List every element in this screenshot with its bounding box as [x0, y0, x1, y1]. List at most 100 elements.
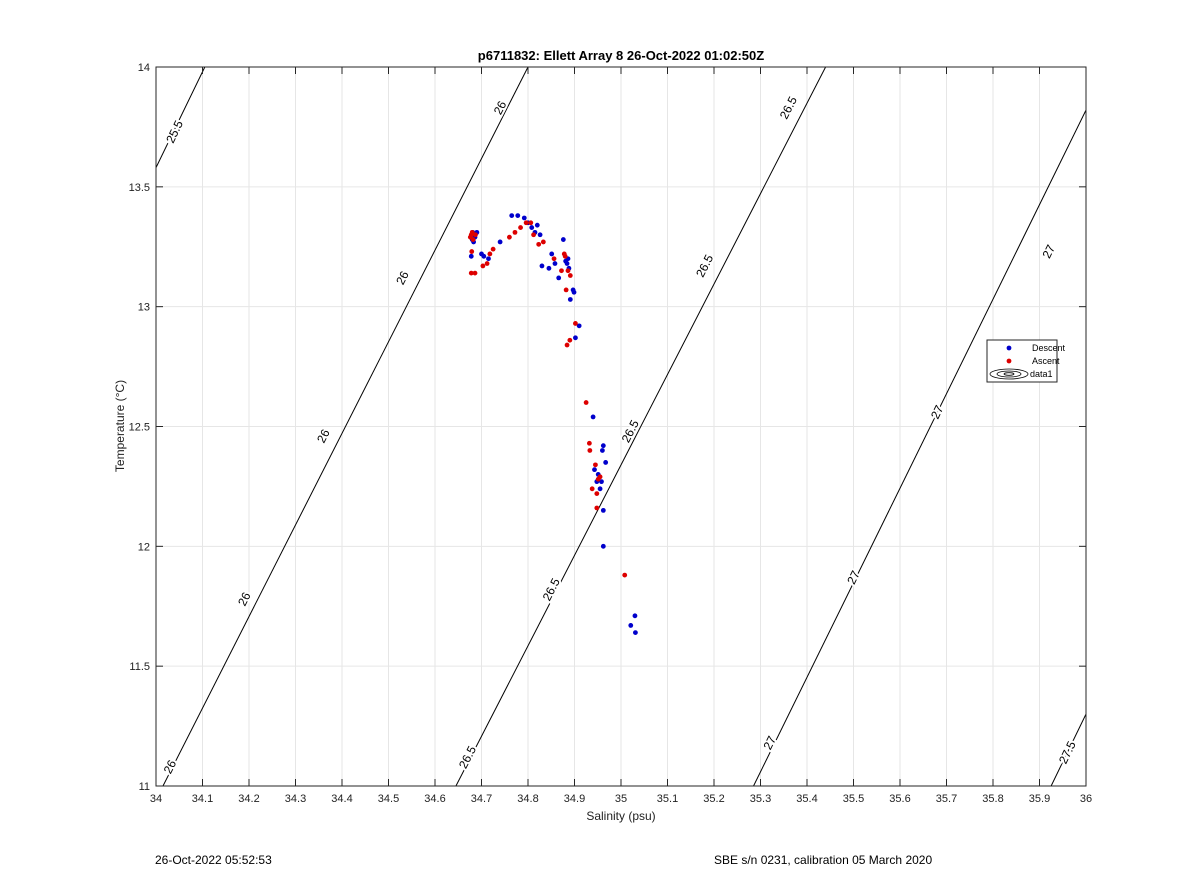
legend-label: Ascent	[1032, 356, 1060, 366]
contour-label: 26	[235, 590, 254, 609]
contour-label: 27	[761, 733, 780, 751]
descent-point	[592, 467, 597, 473]
x-tick-label: 35.9	[1029, 793, 1050, 805]
legend: Descent Ascent data1	[986, 339, 1066, 383]
descent-point	[556, 275, 562, 281]
ascent-point	[480, 263, 486, 269]
descent-point	[509, 213, 515, 218]
ascent-point	[567, 273, 573, 278]
ascent-point	[559, 268, 564, 274]
descent-point	[600, 443, 606, 449]
contour-legend-icon	[996, 370, 1022, 378]
descent-point	[600, 543, 606, 549]
ascent-point	[593, 462, 598, 468]
x-tick-label: 34	[150, 793, 162, 805]
ascent-point	[531, 232, 536, 238]
x-tick-label: 35	[615, 793, 627, 805]
x-tick-label: 36	[1080, 793, 1092, 805]
x-axis-label: Salinity (psu)	[586, 809, 655, 823]
ascent-point	[589, 486, 595, 492]
x-tick-label: 35.1	[657, 793, 678, 805]
x-tick-label: 34.3	[285, 793, 306, 805]
legend-entry-data1: data1	[989, 368, 1053, 380]
x-tick-label: 35.8	[982, 793, 1003, 805]
descent-point	[573, 335, 578, 341]
x-axis: 34 34.1 34.2 34.3 34.4 34.5 34.6 34.7 34.8 34.9 35…	[150, 67, 1092, 805]
descent-point	[546, 265, 552, 271]
contour-label: 27	[1040, 242, 1059, 260]
descent-point	[521, 215, 527, 221]
descent-point	[468, 253, 474, 259]
ascent-point	[594, 491, 600, 497]
legend-entry-ascent: Ascent	[1006, 356, 1060, 366]
legend-label: data1	[1030, 369, 1053, 379]
contour-label: 27	[928, 403, 947, 421]
descent-point	[633, 630, 638, 636]
y-tick-label: 11.5	[129, 661, 150, 673]
ascent-point	[487, 251, 493, 257]
descent-point	[481, 253, 487, 259]
ascent-point	[470, 237, 476, 242]
ascent-point	[586, 440, 592, 446]
y-tick-label: 12	[138, 541, 150, 553]
contour-line-26.5	[455, 67, 827, 786]
descent-point	[590, 414, 596, 420]
chart-title: p6711832: Ellett Array 8 26-Oct-2022 01:…	[478, 48, 764, 63]
descent-point	[600, 448, 605, 453]
descent-legend-marker	[1006, 345, 1012, 351]
descent-point	[537, 232, 543, 238]
x-tick-label: 35.5	[843, 793, 864, 805]
contour-label: 26	[393, 269, 412, 288]
ascent-point	[563, 287, 569, 293]
ascent-legend-marker	[1006, 358, 1012, 364]
contour-line-26	[162, 67, 529, 786]
descent-point	[552, 261, 558, 266]
ascent-point	[536, 241, 542, 247]
y-tick-label: 13	[138, 302, 150, 314]
x-tick-label: 34.6	[424, 793, 445, 805]
ascent-point	[551, 256, 557, 262]
descent-point	[567, 297, 573, 302]
descent-point	[628, 623, 634, 628]
y-tick-label: 13.5	[129, 182, 150, 194]
x-tick-label: 35.3	[750, 793, 771, 805]
ascent-point	[594, 505, 600, 511]
y-tick-label: 14	[138, 62, 150, 74]
descent-point	[597, 486, 603, 492]
ascent-point	[567, 337, 573, 343]
descent-point	[497, 239, 503, 245]
contour-line-25.5	[156, 67, 206, 168]
ascent-point	[468, 270, 474, 276]
ascent-point	[473, 232, 478, 238]
descent-point	[603, 460, 609, 465]
contour-label: 26.5	[693, 252, 716, 279]
contour-label: 26.5	[540, 576, 563, 603]
ascent-point	[528, 220, 534, 226]
contour-line-27	[753, 109, 1086, 786]
plot-area: 25.5262626262626.526.526.526.526.5272727…	[155, 66, 1087, 787]
ascent-point	[512, 229, 518, 235]
y-tick-label: 11	[139, 781, 150, 793]
y-tick-label: 12.5	[129, 422, 150, 434]
descent-point	[564, 261, 570, 266]
descent-point	[632, 613, 638, 619]
contour-label: 26	[314, 427, 333, 446]
ascent-point	[484, 261, 490, 266]
series-descent	[468, 213, 638, 636]
y-axis-label: Temperature (°C)	[113, 380, 127, 472]
descent-point	[534, 222, 540, 228]
series-ascent	[467, 220, 628, 578]
ascent-point	[564, 342, 570, 348]
ascent-point	[597, 474, 603, 480]
descent-point	[576, 323, 582, 329]
ascent-point	[587, 448, 593, 453]
footer-timestamp: 26-Oct-2022 05:52:53	[155, 853, 272, 867]
x-tick-label: 34.4	[331, 793, 352, 805]
x-tick-label: 34.9	[564, 793, 585, 805]
descent-point	[571, 289, 577, 295]
contour-label: 27.5	[1056, 739, 1079, 766]
ascent-point	[518, 225, 523, 230]
legend-entry-descent: Descent	[1006, 343, 1066, 353]
descent-point	[529, 225, 535, 230]
